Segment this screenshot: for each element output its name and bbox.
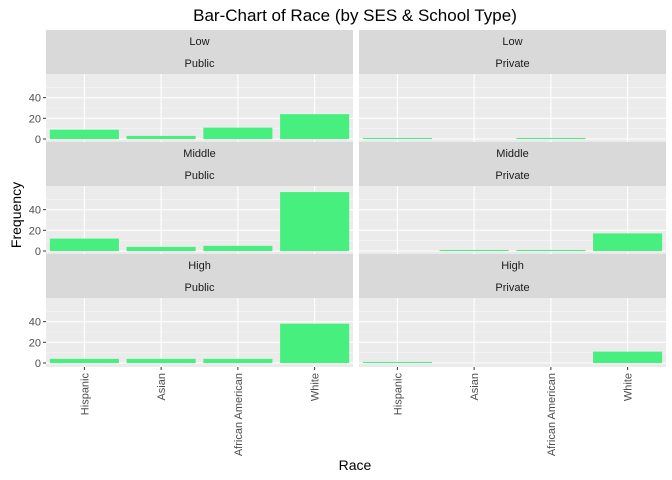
x-tick-label-hispanic-private: Hispanic xyxy=(392,373,404,416)
x-tick-label-asian-private: Asian xyxy=(469,373,481,401)
strip-label-row-middle-public: Middle xyxy=(183,148,215,160)
strip-row-low-private xyxy=(359,30,666,52)
strip-row-middle-private xyxy=(359,142,666,164)
facet-high-private: High Private Hispanic Asian African American… xyxy=(359,254,666,456)
facet-high-public: High Public 0 20 40 Hispanic Asian African Amer… xyxy=(29,254,353,456)
facet-middle-private: Middle Private xyxy=(359,142,666,255)
x-tick-label-white-private: White xyxy=(623,373,635,401)
chart-title: Bar-Chart of Race (by SES & School Type) xyxy=(193,6,517,25)
panel-bg-low-private xyxy=(359,74,666,143)
strip-label-col-high-public: Public xyxy=(185,282,215,294)
strip-label-row-high-public: High xyxy=(188,260,211,272)
strip-col-high-private xyxy=(359,276,666,298)
y-tick-label-40-low-public: 40 xyxy=(29,93,41,105)
strip-row-high-public xyxy=(46,254,353,276)
strip-label-col-middle-public: Public xyxy=(185,170,215,182)
strip-col-low-public xyxy=(46,52,353,74)
y-tick-label-0-high-public: 0 xyxy=(35,358,41,370)
bar-asian-high-public xyxy=(126,358,196,363)
strip-col-middle-public xyxy=(46,164,353,186)
bar-white-middle-public xyxy=(280,192,350,251)
bar-white-low-public xyxy=(280,114,350,139)
bar-african-american-low-private xyxy=(516,137,586,139)
y-tick-label-0-low-public: 0 xyxy=(35,134,41,146)
strip-col-high-public xyxy=(46,276,353,298)
bar-hispanic-high-private xyxy=(362,361,432,363)
bar-asian-low-public xyxy=(126,135,196,139)
bar-african-american-middle-private xyxy=(516,249,586,251)
bar-african-american-middle-public xyxy=(203,245,273,251)
facet-grid: Low Public 0 20 40 Low Private Middle Public 0 20 4… xyxy=(29,30,666,456)
strip-label-col-middle-private: Private xyxy=(495,170,529,182)
strip-label-row-low-public: Low xyxy=(189,36,209,48)
strip-label-row-high-private: High xyxy=(501,260,524,272)
y-tick-label-20-low-public: 20 xyxy=(29,113,41,125)
strip-label-row-middle-private: Middle xyxy=(496,148,528,160)
y-tick-label-0-middle-public: 0 xyxy=(35,246,41,258)
x-axis-title: Race xyxy=(339,457,372,473)
strip-label-col-low-private: Private xyxy=(495,58,529,70)
bar-hispanic-low-private xyxy=(362,137,432,139)
strip-row-low-public xyxy=(46,30,353,52)
strip-label-col-low-public: Public xyxy=(185,58,215,70)
x-tick-label-african-american-public: African American xyxy=(233,373,245,456)
x-tick-label-hispanic-public: Hispanic xyxy=(79,373,91,416)
facet-low-private: Low Private xyxy=(359,30,666,143)
bar-hispanic-high-public xyxy=(49,358,119,363)
bar-white-high-private xyxy=(593,351,663,363)
bar-white-high-public xyxy=(280,323,350,363)
strip-row-middle-public xyxy=(46,142,353,164)
x-tick-label-white-public: White xyxy=(310,373,322,401)
bar-hispanic-low-public xyxy=(49,129,119,139)
strip-label-col-high-private: Private xyxy=(495,282,529,294)
facet-low-public: Low Public 0 20 40 xyxy=(29,30,353,146)
facet-middle-public: Middle Public 0 20 40 xyxy=(29,142,353,258)
y-tick-label-20-high-public: 20 xyxy=(29,337,41,349)
bar-asian-middle-private xyxy=(439,249,509,251)
y-tick-label-20-middle-public: 20 xyxy=(29,225,41,237)
x-tick-label-african-american-private: African American xyxy=(546,373,558,456)
strip-col-middle-private xyxy=(359,164,666,186)
strip-col-low-private xyxy=(359,52,666,74)
strip-row-high-private xyxy=(359,254,666,276)
x-tick-label-asian-public: Asian xyxy=(156,373,168,401)
y-tick-label-40-middle-public: 40 xyxy=(29,205,41,217)
bar-asian-middle-public xyxy=(126,246,196,251)
bar-african-american-low-public xyxy=(203,127,273,139)
strip-label-row-low-private: Low xyxy=(502,36,522,48)
bar-african-american-high-public xyxy=(203,358,273,363)
bar-hispanic-middle-public xyxy=(49,238,119,251)
y-axis-title: Frequency xyxy=(8,182,24,248)
y-tick-label-40-high-public: 40 xyxy=(29,317,41,329)
bar-white-middle-private xyxy=(593,233,663,251)
